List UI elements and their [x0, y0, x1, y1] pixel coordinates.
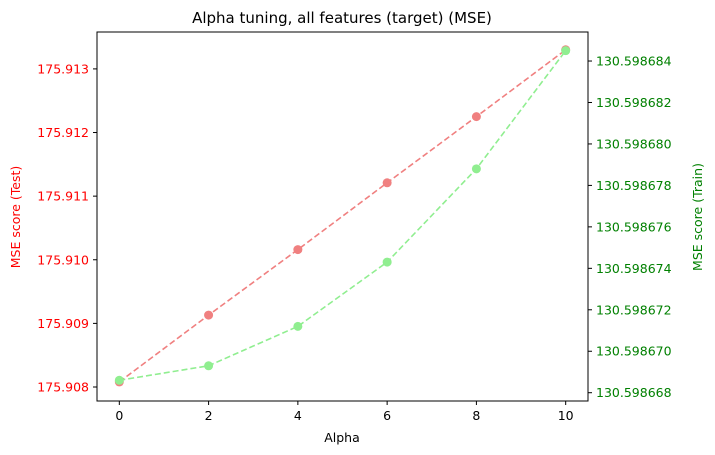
- x-tick-label: 8: [472, 408, 480, 423]
- right-y-tick-label: 130.598678: [596, 178, 672, 193]
- x-tick-label: 6: [383, 408, 391, 423]
- data-point-right-1: [204, 361, 214, 371]
- left-y-tick-label: 175.912: [37, 125, 89, 140]
- x-tick-label: 2: [205, 408, 213, 423]
- right-y-tick-label: 130.598680: [596, 136, 672, 151]
- left-y-tick-label: 175.910: [37, 252, 89, 267]
- chart-title: Alpha tuning, all features (target) (MSE…: [192, 9, 492, 27]
- x-tick-label: 0: [115, 408, 123, 423]
- plot-area: 0 2 4 6 8 10 175.908 175.909 175.910 175.911 175.9…: [37, 31, 672, 423]
- data-point-right-5: [561, 46, 571, 56]
- series-line-left: [118, 49, 567, 383]
- data-point-right-3: [382, 257, 392, 267]
- data-point-left-2: [293, 245, 303, 255]
- left-y-tick-label: 175.911: [37, 189, 89, 204]
- data-point-left-3: [382, 178, 392, 188]
- right-y-tick-label: 130.598674: [596, 261, 672, 276]
- data-point-right-0: [114, 375, 124, 385]
- right-y-axis-title: MSE score (Train): [690, 163, 705, 271]
- data-point-left-1: [204, 310, 214, 320]
- right-y-tick-label: 130.598672: [596, 302, 672, 317]
- x-tick-label: 4: [294, 408, 302, 423]
- right-y-tick-label: 130.598676: [596, 219, 672, 234]
- right-y-tick-label: 130.598670: [596, 344, 672, 359]
- data-point-right-2: [293, 321, 303, 331]
- left-y-tick-label: 175.913: [37, 61, 89, 76]
- right-y-tick-label: 130.598682: [596, 95, 672, 110]
- data-point-right-4: [471, 164, 481, 174]
- plot-frame: [96, 31, 589, 402]
- left-y-tick-label: 175.908: [37, 380, 89, 395]
- right-y-tick-label: 130.598684: [596, 54, 672, 69]
- series-line-right: [119, 50, 567, 382]
- right-y-tick-label: 130.598668: [596, 385, 672, 400]
- x-axis-title: Alpha: [324, 430, 360, 445]
- x-tick-label: 10: [558, 408, 574, 423]
- left-y-axis-title: MSE score (Test): [8, 166, 23, 269]
- data-point-left-4: [471, 112, 481, 122]
- left-y-tick-label: 175.909: [37, 316, 89, 331]
